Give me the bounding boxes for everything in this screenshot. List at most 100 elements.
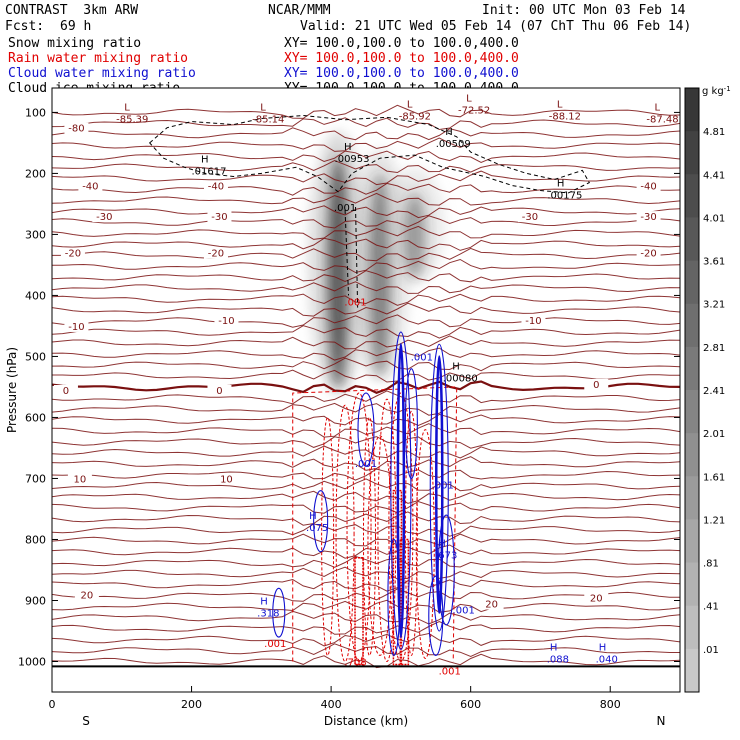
temperature-contour-label: 20 [485, 600, 498, 611]
colorbar-segment [685, 433, 699, 477]
temperature-contour-line [52, 225, 680, 240]
extremum-value: -88.12 [549, 111, 581, 122]
x-end-label-right: N [657, 714, 666, 728]
colorbar-segment [685, 88, 699, 132]
cloud-water-core [435, 355, 444, 614]
ice-contour [148, 114, 590, 194]
temperature-contour-line [52, 270, 680, 283]
temperature-contour-label: -40 [208, 182, 224, 193]
y-axis-title: Pressure (hPa) [5, 347, 19, 433]
extremum-value: .00509 [436, 139, 471, 150]
colorbar-label: .41 [703, 602, 719, 613]
contour-label-bg [636, 247, 661, 259]
colorbar-label: 2.01 [703, 429, 725, 440]
contour-label-bg [207, 211, 232, 223]
extremum-marker: L [466, 93, 472, 104]
temperature-contour-label: -10 [68, 322, 84, 333]
rain-contour [377, 398, 397, 662]
temperature-contour-label: -20 [208, 249, 224, 260]
temperature-contour-line [52, 468, 680, 481]
temperature-contour-line [52, 347, 680, 361]
extremum-value: .673 [435, 551, 457, 562]
temperature-contour-label: 0 [63, 386, 69, 397]
extremum-value: -87.48 [646, 114, 678, 125]
y-tick-label: 1000 [18, 655, 46, 668]
colorbar-label: .01 [703, 645, 719, 656]
extremum-value: .001 [264, 639, 286, 650]
cloud-water-contour [428, 575, 444, 656]
temperature-contour-label: -30 [640, 212, 656, 223]
temperature-contour-line [52, 653, 680, 669]
contour-label-bg [203, 180, 228, 192]
temperature-contour-label: -80 [68, 124, 84, 135]
extremum-value: .088 [547, 654, 569, 665]
field-name-rain: Rain water mixing ratio [8, 51, 189, 66]
temperature-contour-line [52, 369, 680, 383]
rain-contour [335, 404, 355, 662]
temperature-contour-line [52, 302, 680, 317]
colorbar-segment [685, 476, 699, 520]
rain-core [354, 557, 364, 666]
extremum-marker: H [452, 362, 460, 373]
colorbar-label: 3.61 [703, 257, 725, 268]
y-tick-label: 400 [25, 289, 46, 302]
colorbar-label: 1.61 [703, 472, 725, 483]
extremum-value: .001 [411, 352, 433, 363]
extremum-value: .040 [596, 654, 618, 665]
rain-contour [346, 392, 372, 662]
temperature-contour-line [52, 293, 680, 306]
cloud-water-contour [390, 331, 412, 650]
extremum-value: .01617 [192, 166, 227, 177]
temperature-contour-label: -40 [640, 182, 656, 193]
colorbar-unit: g kg-1 [702, 85, 731, 97]
temperature-contour-label: -30 [96, 212, 112, 223]
temperature-contour-line [52, 566, 680, 580]
colorbar-segment [685, 346, 699, 391]
contour-label-bg [64, 122, 89, 134]
temperature-contour-line [52, 599, 680, 613]
colorbar-segment [685, 131, 699, 175]
temperature-contour-line [52, 555, 680, 568]
extremum-marker: L [407, 99, 413, 110]
colorbar: 4.81 4.41 4.01 3.61 3.21 2.81 2.41 2.01 1.61 1.21… [684, 85, 731, 693]
colorbar-segment [685, 648, 699, 693]
extremum-value: .708 [344, 657, 366, 668]
temperature-contour-line [52, 357, 680, 372]
temperature-contour-label: 20 [81, 590, 94, 601]
temperature-contour-label: -20 [65, 249, 81, 260]
x-axis-title: Distance (km) [324, 714, 408, 728]
temperature-contour-line [52, 170, 680, 186]
temperature-contour-line [52, 402, 680, 416]
extremum-marker: H [260, 597, 268, 608]
temperature-contour-label: 10 [74, 474, 87, 485]
colorbar-label: 4.01 [703, 213, 725, 224]
extremum-marker: H [445, 127, 453, 138]
temperature-contour-line [52, 104, 680, 119]
extremum-marker: H [599, 642, 607, 653]
temperature-contour-line [52, 588, 680, 602]
temperature-contour-line [52, 643, 680, 658]
temperature-contour-line [52, 511, 680, 526]
extremum-value: -85.14 [252, 114, 284, 125]
rain-contour [404, 410, 418, 656]
extremum-marker: H [309, 511, 317, 522]
temperature-contour-label: -40 [82, 182, 98, 193]
extremum-marker: L [260, 102, 266, 113]
contour-label-bg [214, 314, 239, 326]
temperature-contour-line [52, 490, 680, 504]
contour-label-bg [636, 211, 661, 223]
temperature-contour-line [52, 117, 680, 131]
temperature-contour-line [52, 390, 680, 405]
fcst-label: Fcst: [5, 19, 45, 34]
center-name: NCAR/MMM [268, 3, 331, 18]
extremum-value: .001 [355, 459, 377, 470]
contour-label-bg [214, 473, 239, 485]
extremum-marker: L [124, 102, 130, 113]
contour-label-bg [203, 247, 228, 259]
temperature-contour-line [52, 281, 680, 294]
rain-contour [362, 416, 376, 656]
temperature-contour-line [52, 544, 680, 559]
rain-contour [415, 429, 435, 659]
temperature-contour-line [52, 150, 680, 164]
